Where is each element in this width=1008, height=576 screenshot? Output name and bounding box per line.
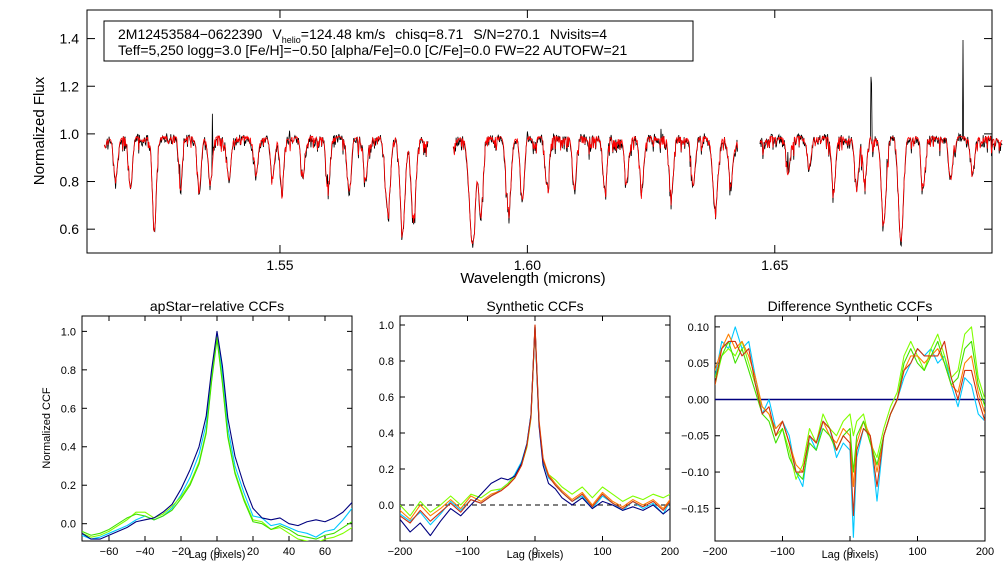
ccf-series-line-3 — [400, 324, 670, 520]
header-snr: S/N=270.1 — [473, 26, 540, 42]
x-tick-label: 0 — [214, 546, 220, 558]
header-velocity: =124.48 km/s — [301, 26, 385, 42]
x-tick-label: 60 — [319, 546, 331, 558]
spectrum-header-line2: Teff=5,250 logg=3.0 [Fe/H]=−0.50 [alpha/… — [118, 42, 627, 58]
y-tick-label: 0.6 — [60, 221, 80, 237]
x-tick-label: −20 — [172, 546, 191, 558]
y-tick-label: 0.4 — [379, 428, 394, 440]
ccf-series-line-1 — [400, 326, 670, 526]
y-tick-label: 0.00 — [688, 394, 709, 406]
y-tick-label: 0.8 — [60, 174, 80, 190]
spectrum-ticks: 1.55 1.60 1.65 0.6 0.8 1.0 1.2 1.4 — [60, 10, 992, 273]
apstar-ccf-xlabel: Lag (pixels) — [189, 549, 246, 561]
x-tick-label: 0 — [847, 546, 853, 558]
ccf-series-line-4 — [82, 330, 352, 540]
ccf-series-line-1 — [82, 332, 352, 540]
x-tick-label: 200 — [661, 546, 679, 558]
header-nvisits: Nvisits=4 — [550, 26, 607, 42]
synthetic-ccf-ticks: −200 −100 0 100 200 0.0 0.2 0.4 0.6 0.8 1.0 — [379, 316, 679, 558]
x-tick-label: 0 — [532, 546, 538, 558]
x-tick-label: 100 — [908, 546, 926, 558]
x-tick-label: 1.55 — [266, 257, 293, 273]
spectrum-xlabel: Wavelength (microns) — [460, 270, 605, 287]
model-spectrum-line-chip-2 — [453, 135, 738, 244]
y-tick-label: 1.0 — [61, 326, 76, 338]
apstar-ccf-ylabel: Normalized CCF — [41, 387, 53, 469]
y-tick-label: 0.8 — [379, 356, 394, 368]
y-tick-label: 0.2 — [379, 464, 394, 476]
ccf-series-line-2 — [400, 328, 670, 517]
x-tick-label: −40 — [136, 546, 155, 558]
y-tick-label: 0.6 — [379, 392, 394, 404]
synthetic-ccf-title: Synthetic CCFs — [486, 298, 583, 314]
y-tick-label: −0.10 — [681, 467, 709, 479]
y-tick-label: 0.0 — [379, 500, 394, 512]
x-tick-label: 40 — [283, 546, 295, 558]
difference-ccf-title: Difference Synthetic CCFs — [768, 298, 933, 314]
y-tick-label: 0.8 — [61, 365, 76, 377]
model-spectrum-line-chip-1 — [103, 134, 429, 238]
y-tick-label: 1.4 — [60, 31, 80, 47]
synthetic-ccf-lines — [400, 324, 670, 537]
ccf-series-line-5 — [715, 340, 985, 517]
observed-spectrum-line-chip-1 — [103, 113, 429, 241]
x-tick-label: 1.65 — [761, 257, 788, 273]
header-v-subscript: helio — [282, 35, 301, 45]
apstar-ccf-panel: apStar−relative CCFs Lag (pixels) Normal… — [41, 298, 353, 561]
header-v-label: V — [272, 26, 282, 42]
apstar-ccf-ticks: −60 −40 −20 0 20 40 60 0.0 0.2 0.4 0.6 0.8 1.0 — [61, 316, 352, 558]
y-tick-label: 0.4 — [61, 442, 76, 454]
difference-ccf-xlabel: Lag (pixels) — [822, 549, 879, 561]
x-tick-label: 20 — [247, 546, 259, 558]
x-tick-label: −200 — [703, 546, 728, 558]
spectrum-ylabel: Normalized Flux — [31, 76, 48, 185]
apstar-ccf-plot-frame — [81, 315, 353, 542]
header-object-id: 2M12453584−0622390 — [118, 26, 263, 42]
header-chisq: chisq=8.71 — [395, 26, 463, 42]
ccf-series-line-3 — [715, 333, 985, 488]
y-tick-label: 0.2 — [61, 480, 76, 492]
y-tick-label: 0.10 — [688, 322, 709, 334]
difference-ccf-panel: Difference Synthetic CCFs Lag (pixels) −… — [681, 298, 994, 561]
x-tick-label: 1.60 — [514, 257, 541, 273]
difference-ccf-lines — [715, 326, 985, 538]
ccf-series-line-3 — [82, 338, 352, 540]
x-tick-label: −60 — [100, 546, 119, 558]
apstar-ccf-lines — [82, 330, 352, 541]
y-tick-label: −0.15 — [681, 503, 709, 515]
x-tick-label: −100 — [455, 546, 480, 558]
synthetic-ccf-plot-frame — [399, 315, 671, 542]
y-tick-label: 0.6 — [61, 403, 76, 415]
apstar-ccf-title: apStar−relative CCFs — [150, 298, 284, 314]
y-tick-label: −0.05 — [681, 431, 709, 443]
spectrum-header-line1: 2M12453584−0622390 Vhelio=124.48 km/s chis… — [118, 26, 607, 45]
spectrum-header-box — [103, 20, 694, 62]
synthetic-ccf-panel: Synthetic CCFs Lag (pixels) −200 −100 0 100… — [379, 298, 679, 561]
spectrum-lines — [103, 39, 1003, 248]
x-tick-label: −200 — [388, 546, 413, 558]
synthetic-ccf-xlabel: Lag (pixels) — [507, 549, 564, 561]
difference-ccf-ticks: −200 −100 0 100 200 0.10 0.05 0.00 −0.05 −0.10 −0.… — [681, 316, 994, 558]
y-tick-label: 0.05 — [688, 358, 709, 370]
x-tick-label: 200 — [976, 546, 994, 558]
y-tick-label: 1.2 — [60, 78, 80, 94]
y-tick-label: 0.0 — [61, 519, 76, 531]
y-tick-label: 1.0 — [379, 320, 394, 332]
spectrum-panel: 2M12453584−0622390 Vhelio=124.48 km/s chis… — [31, 9, 1003, 287]
ccf-series-line-5 — [400, 324, 670, 524]
x-tick-label: 100 — [593, 546, 611, 558]
spectrum-plot-frame — [86, 9, 993, 254]
x-tick-label: −100 — [770, 546, 795, 558]
ccf-series-line-2 — [82, 336, 352, 541]
y-tick-label: 1.0 — [60, 126, 80, 142]
model-spectrum-line-chip-3 — [759, 135, 1003, 243]
